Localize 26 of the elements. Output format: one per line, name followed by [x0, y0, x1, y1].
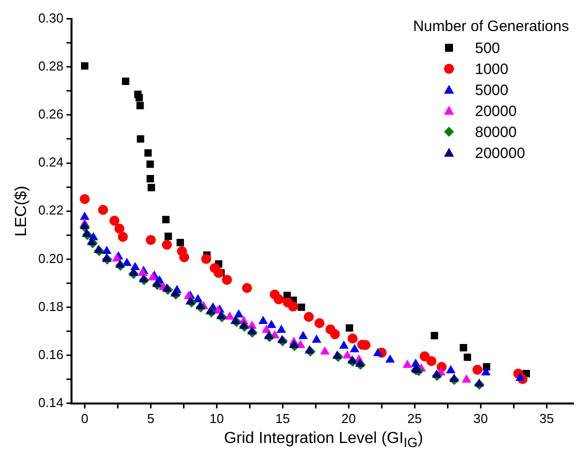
- y-axis-title: LEC($): [13, 186, 30, 236]
- x-tick-label: 15: [275, 410, 290, 426]
- x-tick-label: 25: [407, 410, 422, 426]
- y-tick-label: 0.14: [38, 394, 64, 410]
- y-tick-label: 0.18: [38, 298, 64, 314]
- legend-label: 5000: [475, 82, 508, 99]
- x-tick-label: 10: [209, 410, 224, 426]
- y-tick-label: 0.24: [38, 154, 64, 170]
- legend-label: 80000: [475, 124, 517, 141]
- y-tick-label: 0.28: [38, 58, 64, 74]
- y-tick-label: 0.20: [38, 250, 64, 266]
- x-tick-label: 30: [473, 410, 488, 426]
- x-tick-label: 35: [539, 410, 554, 426]
- x-tick-label: 20: [341, 410, 356, 426]
- y-tick-label: 0.16: [38, 346, 64, 362]
- x-tick-label: 5: [147, 410, 154, 426]
- legend-label: 20000: [475, 102, 517, 120]
- legend-label: 500: [475, 40, 500, 57]
- legend-title: Number of Generations: [413, 18, 569, 35]
- x-tick-label: 0: [81, 410, 88, 426]
- x-axis-title: Grid Integration Level (GI$_{IG}$): [222, 430, 424, 450]
- legend-label: 1000: [475, 60, 508, 78]
- y-tick-label: 0.26: [38, 106, 64, 122]
- y-tick-label: 0.30: [38, 10, 64, 26]
- y-tick-label: 0.22: [38, 202, 64, 218]
- legend-label: 200000: [475, 144, 526, 162]
